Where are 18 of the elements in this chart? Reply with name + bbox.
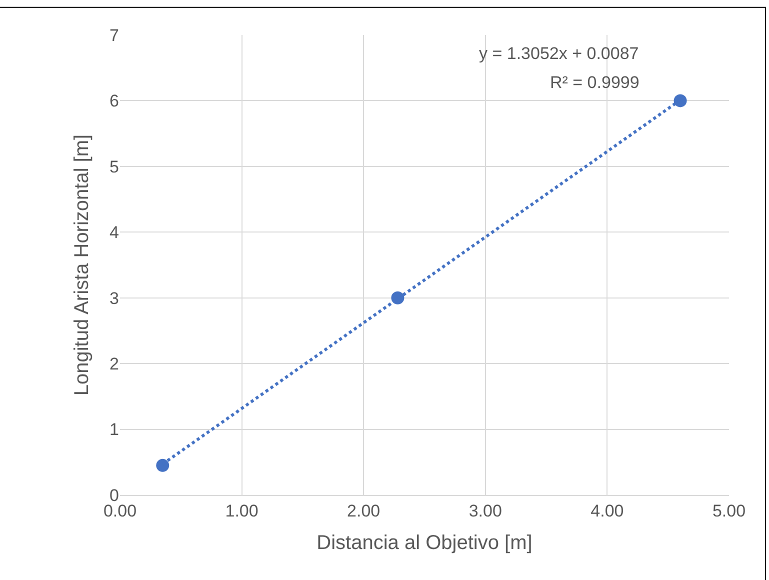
point (674, 94, 687, 108)
y-tick-label: 5 (110, 157, 119, 176)
y-tick-label: 1 (110, 420, 119, 440)
x-tick-label: 4.00 (590, 501, 624, 520)
x-axis-title: Distancia al Objetivo [m] (316, 532, 532, 554)
x-tick-label: 5.00 (712, 501, 746, 520)
y-tick-label: 7 (110, 26, 119, 45)
annotation: R² = 0.9999 (550, 73, 640, 92)
y-tick-label: 6 (110, 92, 119, 111)
x-tick-label: 2.00 (347, 501, 380, 520)
x-tick-label: 3.00 (468, 501, 502, 520)
y-tick-label: 3 (110, 288, 119, 308)
annotation: y = 1.3052x + 0.0087 (479, 44, 639, 63)
y-tick-label: 4 (110, 223, 119, 242)
point (156, 458, 170, 472)
x-tick-label: 1.00 (225, 501, 258, 520)
y-tick-label: 2 (110, 354, 119, 374)
y-axis-title: Longitud Arista Horizontal [m] (71, 134, 94, 396)
